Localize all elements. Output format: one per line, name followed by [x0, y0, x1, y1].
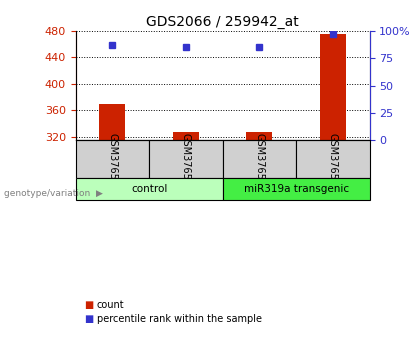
Text: GSM37651: GSM37651	[108, 133, 117, 186]
Text: ■: ■	[84, 300, 93, 310]
Bar	[149, 140, 223, 178]
Text: GSM37653: GSM37653	[255, 133, 264, 186]
Text: GSM37654: GSM37654	[328, 133, 338, 186]
Bar	[247, 132, 272, 140]
Text: control: control	[131, 184, 167, 194]
Bar	[100, 104, 125, 140]
Bar	[76, 140, 149, 178]
Bar	[223, 140, 296, 178]
Title: GDS2066 / 259942_at: GDS2066 / 259942_at	[146, 14, 299, 29]
Text: percentile rank within the sample: percentile rank within the sample	[97, 314, 262, 324]
Text: miR319a transgenic: miR319a transgenic	[244, 184, 349, 194]
Bar	[296, 140, 370, 178]
Bar	[76, 178, 223, 200]
Bar	[320, 34, 346, 140]
Text: genotype/variation  ▶: genotype/variation ▶	[4, 189, 103, 198]
Text: count: count	[97, 300, 124, 310]
Bar	[223, 178, 370, 200]
Bar	[173, 131, 199, 140]
Text: GSM37652: GSM37652	[181, 132, 191, 186]
Text: ■: ■	[84, 314, 93, 324]
